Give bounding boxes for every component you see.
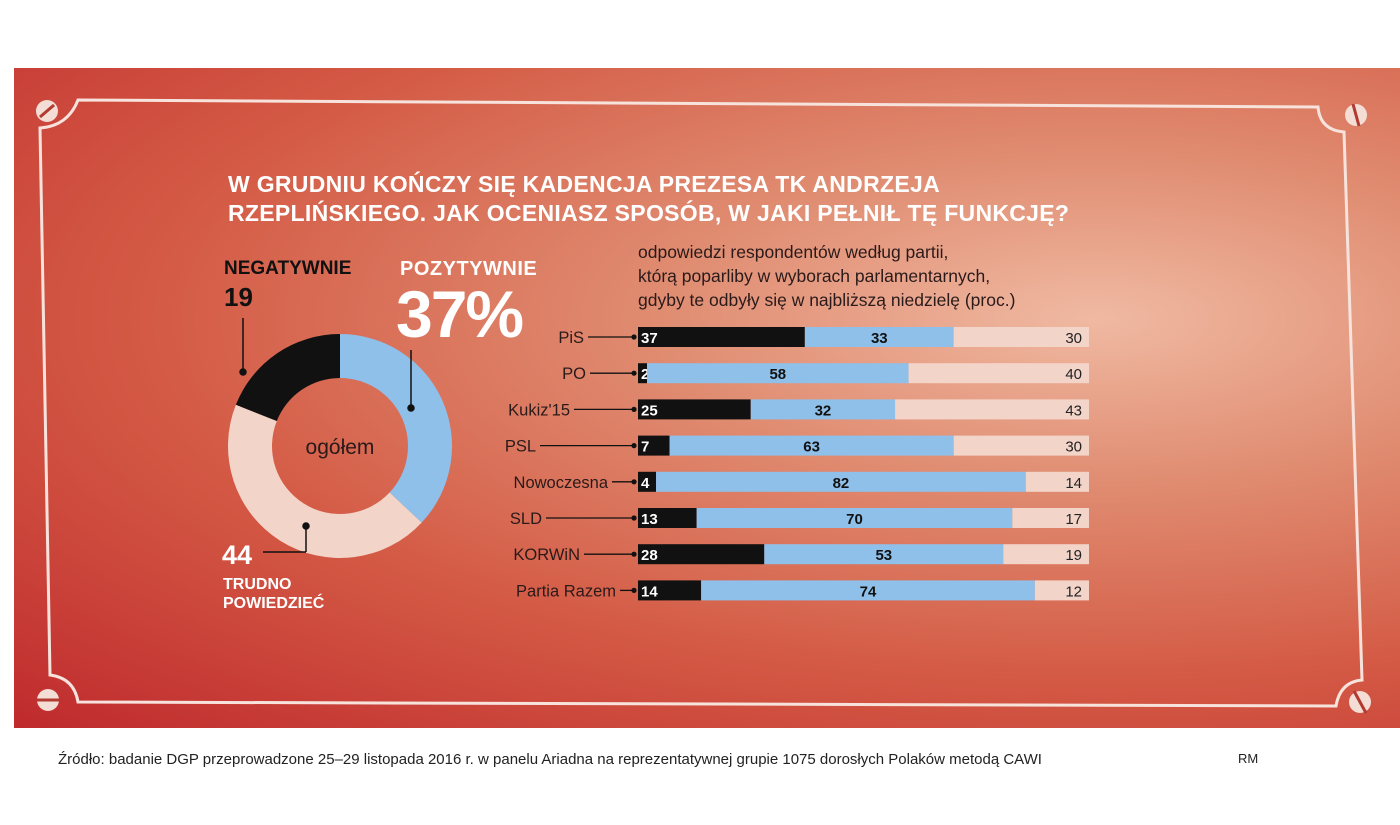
bar-segment xyxy=(669,435,954,456)
undecided-label: TRUDNO POWIEDZIEĆ xyxy=(223,575,324,613)
donut-slice xyxy=(228,404,422,559)
category-leader-dot xyxy=(631,370,637,376)
bar-value-label: 25 xyxy=(641,402,658,419)
bar-segment xyxy=(638,580,702,601)
bar-value-label: 33 xyxy=(871,330,888,347)
positive-value: 37% xyxy=(396,277,524,351)
bar-segment xyxy=(953,327,1089,347)
bar-segment xyxy=(1012,508,1089,528)
category-label: PSL xyxy=(505,438,536,456)
donut-slice xyxy=(340,334,453,523)
bar-value-label: 19 xyxy=(1065,547,1082,564)
category-label: Partia Razem xyxy=(516,582,616,600)
subtitle-line: którą poparliby w wyborach parlamentarny… xyxy=(638,266,991,286)
donut-slices xyxy=(228,334,453,559)
undecided-label-line: POWIEDZIEĆ xyxy=(223,595,325,612)
bar-segment xyxy=(638,435,670,456)
bar-value-label: 14 xyxy=(1065,475,1082,492)
category-leader-dot xyxy=(631,443,637,449)
bar-segment xyxy=(1034,580,1089,601)
title-line: RZEPLIŃSKIEGO. JAK OCENIASZ SPOSÓB, W JA… xyxy=(228,200,1070,226)
donut-center-label: ogółem xyxy=(305,436,375,459)
bar-segment xyxy=(804,327,954,347)
bar-value-label: 53 xyxy=(875,547,892,564)
category-label: Kukiz'15 xyxy=(508,401,570,419)
bar-value-label: 58 xyxy=(769,366,786,383)
bar-segment xyxy=(696,508,1013,528)
bar-segment xyxy=(953,435,1089,456)
bar-segment xyxy=(638,399,751,420)
category-leader-dot xyxy=(631,551,637,557)
title-line: W GRUDNIU KOŃCZY SIĘ KADENCJA PREZESA TK… xyxy=(228,171,940,197)
bar-value-label: 13 xyxy=(641,511,658,528)
negative-value: 19 xyxy=(224,282,253,312)
bar-segment xyxy=(638,327,805,347)
bar-value-label: 28 xyxy=(641,547,658,564)
bar-segment xyxy=(638,544,765,565)
bar-value-label: 30 xyxy=(1065,439,1082,456)
bar-segment xyxy=(908,363,1089,384)
donut-slice xyxy=(235,334,340,421)
bar-segment xyxy=(656,471,1026,492)
author-initials: RM xyxy=(1238,751,1259,766)
bar-value-label: 17 xyxy=(1065,511,1082,528)
bar-segment xyxy=(750,399,896,420)
bar-value-label: 12 xyxy=(1065,583,1082,600)
negative-label: NEGATYWNIE xyxy=(224,258,352,279)
category-leader-dot xyxy=(631,587,637,594)
bar-segment xyxy=(1003,544,1089,565)
category-label: PiS xyxy=(558,329,584,347)
subtitle-line: gdyby te odbyły się w najbliższą niedzie… xyxy=(638,290,1016,310)
subtitle-line: odpowiedzi respondentów według partii, xyxy=(638,242,949,262)
bar-value-label: 2 xyxy=(641,366,649,383)
bar-value-label: 43 xyxy=(1065,402,1082,419)
bar-value-label: 4 xyxy=(641,475,650,492)
category-leader-dot xyxy=(631,406,637,412)
bar-segment xyxy=(647,363,909,384)
bar-value-label: 30 xyxy=(1065,330,1082,347)
bar-value-label: 37 xyxy=(641,330,658,347)
category-label: SLD xyxy=(510,510,542,528)
donut-leader-lines xyxy=(239,318,415,553)
undecided-label-line: TRUDNO xyxy=(223,576,292,593)
bar-segment xyxy=(638,363,648,384)
bar-value-label: 14 xyxy=(641,583,658,600)
bar-segment xyxy=(1025,471,1089,492)
bar-value-label: 74 xyxy=(860,583,877,600)
positive-label: POZYTYWNIE xyxy=(400,258,538,280)
category-leader-dot xyxy=(631,515,637,521)
category-leader-dot xyxy=(631,479,637,485)
bar-value-label: 32 xyxy=(815,402,832,419)
bar-segment xyxy=(895,399,1089,420)
bar-value-label: 40 xyxy=(1065,366,1082,383)
bar-value-label: 70 xyxy=(846,511,863,528)
bar-value-label: 7 xyxy=(641,439,649,456)
category-label: PO xyxy=(562,365,586,383)
category-leader-dot xyxy=(631,334,637,340)
source-note: Źródło: badanie DGP przeprowadzone 25–29… xyxy=(58,751,1042,768)
category-label: Nowoczesna xyxy=(514,474,609,492)
bar-segment xyxy=(764,544,1004,565)
bar-chart-subtitle: odpowiedzi respondentów według partii, k… xyxy=(638,240,1015,312)
bar-segment xyxy=(638,471,657,492)
category-label: KORWiN xyxy=(513,546,580,564)
bar-value-label: 63 xyxy=(803,439,820,456)
undecided-value: 44 xyxy=(222,540,253,570)
bar-segment xyxy=(701,580,1035,601)
chart-title: W GRUDNIU KOŃCZY SIĘ KADENCJA PREZESA TK… xyxy=(228,170,1128,228)
bar-value-label: 82 xyxy=(833,475,850,492)
bar-segment xyxy=(638,508,697,528)
